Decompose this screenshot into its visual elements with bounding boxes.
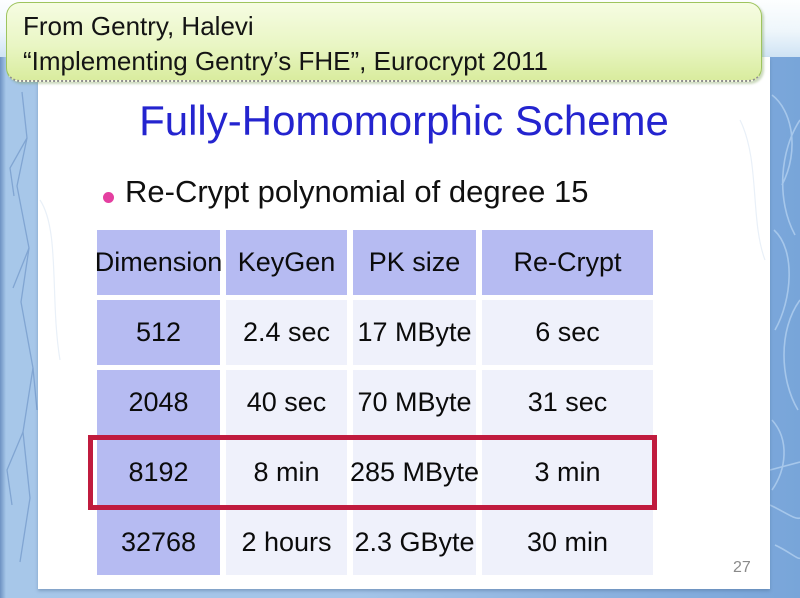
source-callout: From Gentry, Halevi “Implementing Gentry… bbox=[6, 2, 762, 82]
table-cell: 70 MByte bbox=[353, 370, 476, 435]
table-cell-dim-512: 512 bbox=[97, 300, 220, 365]
bullet-dot-icon bbox=[103, 192, 114, 203]
table-cell: 3 min bbox=[482, 440, 653, 505]
page-number: 27 bbox=[733, 559, 751, 576]
table-cell: 31 sec bbox=[482, 370, 653, 435]
table-cell: 285 MByte bbox=[350, 440, 479, 505]
table-cell: 6 sec bbox=[482, 300, 653, 365]
table-cell: 17 MByte bbox=[353, 300, 476, 365]
table-cell: 2.4 sec bbox=[226, 300, 347, 365]
table-header-keygen: KeyGen bbox=[226, 230, 347, 295]
table-header-pksize: PK size bbox=[353, 230, 476, 295]
bullet-text: Re-Crypt polynomial of degree 15 bbox=[125, 174, 589, 209]
callout-line-2: “Implementing Gentry’s FHE”, Eurocrypt 2… bbox=[23, 46, 549, 76]
table-cell: 2.3 GByte bbox=[353, 510, 476, 575]
table-header-dimension: Dimension bbox=[95, 230, 222, 295]
highlight-box-row-8192 bbox=[88, 435, 657, 510]
table-header-recrypt: Re-Crypt bbox=[482, 230, 653, 295]
slide-faint-watermark bbox=[39, 119, 766, 361]
table-cell-dim-32768: 32768 bbox=[97, 510, 220, 575]
table-cell: 30 min bbox=[482, 510, 653, 575]
slide-title: Fully-Homomorphic Scheme bbox=[139, 97, 669, 144]
table-cell-dim-8192: 8192 bbox=[97, 440, 220, 505]
table-cell: 2 hours bbox=[226, 510, 347, 575]
results-table: Dimension KeyGen PK size Re-Crypt 512 2.… bbox=[95, 230, 653, 575]
callout-line-1: From Gentry, Halevi bbox=[23, 11, 254, 41]
table-cell: 40 sec bbox=[226, 370, 347, 435]
table-cell: 8 min bbox=[226, 440, 347, 505]
table-cell-dim-2048: 2048 bbox=[97, 370, 220, 435]
